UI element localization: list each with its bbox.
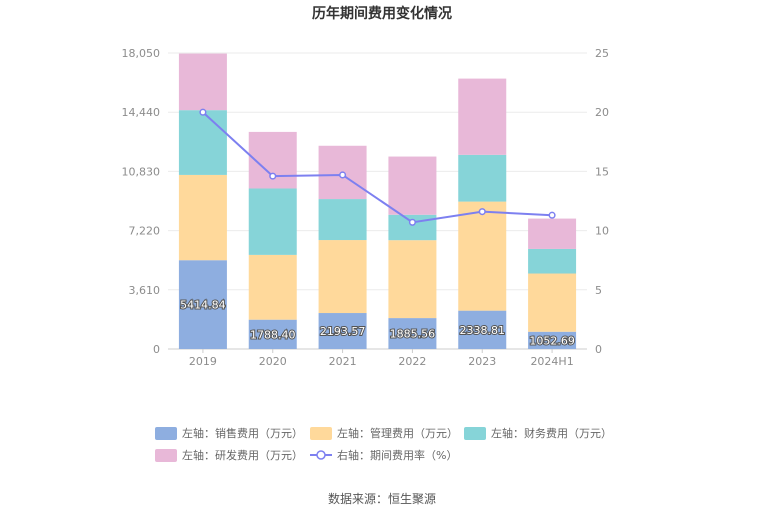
bar	[178, 260, 227, 349]
legend-item: 右轴：期间费用率（%）	[310, 448, 457, 462]
data-label: 1052.69	[529, 334, 575, 347]
legend-label: 右轴：期间费用率（%）	[337, 448, 457, 462]
legend: 左轴：销售费用（万元） 左轴：管理费用（万元） 左轴：财务费用（万元） 左轴：研发费用…	[155, 426, 612, 462]
data-labels: 5414.84 1788.40 2193.57 1885.56 2338.81 1052.…	[179, 298, 576, 349]
bar	[178, 110, 227, 175]
legend-swatch	[310, 427, 332, 440]
bar	[248, 254, 297, 320]
rate-point	[339, 171, 347, 179]
data-label: 1788.40	[250, 328, 296, 341]
x-axis: 2019 2020 2021 2022 2023 2024H1	[189, 349, 574, 368]
data-label: 5414.84	[180, 299, 226, 312]
right-tick-label: 25	[595, 47, 609, 60]
rate-point	[269, 172, 277, 180]
bar	[388, 156, 437, 215]
right-tick-label: 5	[595, 284, 602, 297]
bar	[388, 214, 437, 241]
bar	[458, 154, 507, 202]
bar	[318, 313, 367, 349]
bars	[178, 53, 577, 349]
legend-label: 左轴：销售费用（万元）	[182, 426, 303, 440]
bar	[178, 174, 227, 261]
right-tick-label: 15	[595, 165, 609, 178]
bar	[528, 218, 577, 249]
right-tick-label: 20	[595, 106, 609, 119]
rate-line	[199, 108, 556, 226]
bar	[458, 201, 507, 311]
grid	[168, 52, 587, 350]
legend-item: 左轴：财务费用（万元）	[464, 426, 612, 440]
x-tick-label: 2019	[189, 355, 217, 368]
right-tick-label: 10	[595, 225, 609, 238]
x-tick-label: 2023	[468, 355, 496, 368]
bar	[388, 318, 437, 349]
rate-point	[199, 108, 207, 116]
legend-item: 左轴：研发费用（万元）	[155, 448, 303, 462]
source-note: 数据来源：恒生聚源	[328, 491, 436, 506]
legend-swatch	[155, 449, 177, 462]
bar	[458, 310, 507, 349]
legend-label: 左轴：管理费用（万元）	[337, 426, 458, 440]
x-tick-label: 2024H1	[530, 355, 573, 368]
legend-label: 左轴：财务费用（万元）	[491, 426, 612, 440]
bar	[248, 188, 297, 255]
right-axis: 0 5 10 15 20 25	[595, 47, 609, 356]
rate-point	[548, 211, 556, 219]
data-label: 2338.81	[460, 324, 506, 337]
bar	[318, 199, 367, 241]
data-label: 1885.56	[390, 328, 436, 341]
x-tick-label: 2022	[398, 355, 426, 368]
legend-line-marker	[316, 450, 326, 460]
legend-item: 左轴：管理费用（万元）	[310, 426, 458, 440]
bar	[528, 248, 577, 274]
left-tick-label: 14,440	[122, 106, 161, 119]
bar	[528, 273, 577, 332]
bar	[178, 53, 227, 111]
right-tick-label: 0	[595, 343, 602, 356]
chart-title: 历年期间费用变化情况	[312, 5, 452, 22]
x-tick-label: 2021	[329, 355, 357, 368]
data-label: 2193.57	[320, 325, 366, 338]
bar	[528, 331, 577, 349]
bar	[318, 240, 367, 314]
left-axis: 0 3,610 7,220 10,830 14,440 18,050	[122, 47, 161, 356]
rate-point	[478, 208, 486, 216]
legend-item: 左轴：销售费用（万元）	[155, 426, 303, 440]
rate-point	[408, 218, 416, 226]
legend-label: 左轴：研发费用（万元）	[182, 448, 303, 462]
bar	[388, 240, 437, 319]
x-tick-label: 2020	[259, 355, 287, 368]
left-tick-label: 18,050	[122, 47, 161, 60]
left-tick-label: 3,610	[129, 284, 161, 297]
legend-swatch	[155, 427, 177, 440]
legend-swatch	[464, 427, 486, 440]
rate-line-path	[202, 111, 553, 224]
bar	[458, 78, 507, 155]
left-tick-label: 10,830	[122, 165, 161, 178]
left-tick-label: 7,220	[129, 225, 161, 238]
left-tick-label: 0	[153, 343, 160, 356]
bar	[248, 319, 297, 349]
